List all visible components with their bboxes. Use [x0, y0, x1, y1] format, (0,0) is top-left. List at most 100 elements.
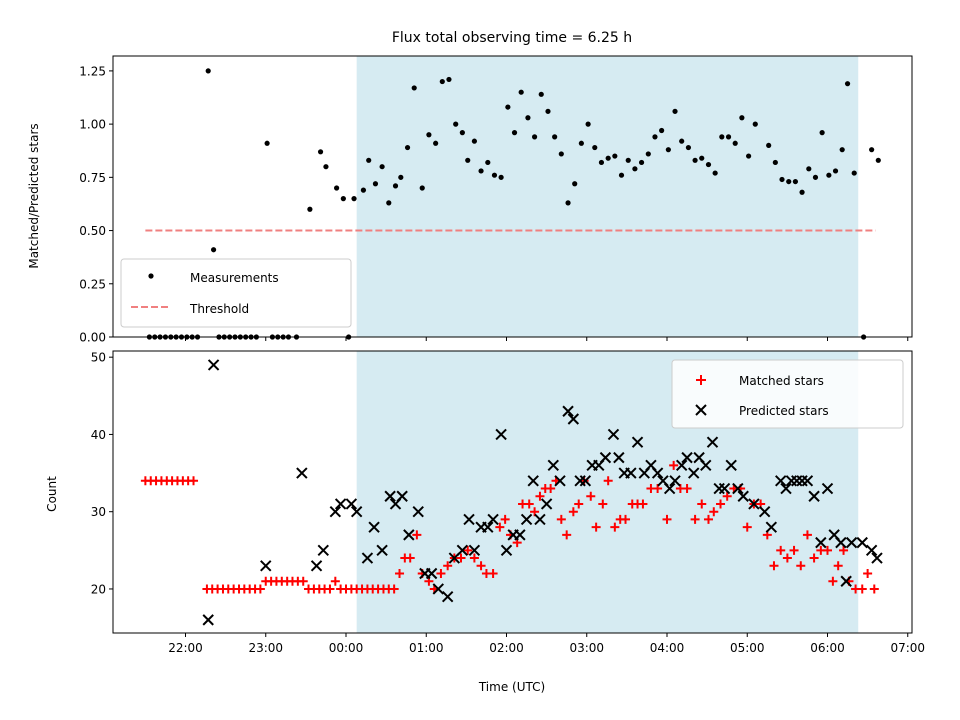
- measurement-point: [552, 134, 558, 140]
- predicted-point: [765, 521, 778, 533]
- predicted-point: [317, 544, 329, 557]
- matched-point: [405, 553, 415, 563]
- measurement-point: [404, 144, 411, 151]
- measurement-point: [360, 187, 367, 193]
- measurement-point: [752, 121, 758, 127]
- measurement-point: [605, 155, 611, 161]
- measurement-point: [652, 134, 658, 140]
- measurement-point: [625, 157, 631, 163]
- measurement-point: [323, 164, 329, 170]
- predicted-point: [368, 521, 380, 533]
- measurement-point: [210, 247, 217, 253]
- predicted-point: [412, 505, 424, 518]
- measurement-point: [491, 172, 498, 178]
- measurement-point: [471, 138, 477, 144]
- matched-point: [697, 499, 707, 509]
- predicted-point: [681, 451, 693, 464]
- matched-point: [443, 561, 453, 571]
- matched-point: [500, 514, 510, 524]
- measurement-point: [772, 159, 778, 166]
- legend-threshold-label: Threshold: [189, 302, 249, 316]
- predicted-point: [688, 467, 700, 479]
- predicted-point: [625, 467, 637, 479]
- predicted-point: [260, 560, 272, 572]
- measurement-point: [766, 142, 772, 149]
- measurement-point: [545, 108, 551, 114]
- matched-point: [598, 499, 608, 509]
- measurement-point: [340, 196, 346, 202]
- matched-point: [530, 507, 540, 517]
- predicted-point: [384, 490, 396, 502]
- y-tick-label: 20: [91, 582, 106, 596]
- bottom-axes: 20 30 40 50 22:00 23:00 00:00 01:00 02:00 03:00 04…: [91, 350, 925, 655]
- top-legend: Measurements Threshold: [120, 258, 352, 328]
- x-tick-label: 05:00: [730, 641, 765, 655]
- predicted-point: [871, 552, 883, 564]
- predicted-point: [554, 475, 566, 487]
- predicted-point: [514, 529, 526, 541]
- highlight-span: [356, 56, 859, 337]
- predicted-point: [835, 536, 847, 549]
- predicted-point: [376, 544, 388, 557]
- measurement-point: [372, 181, 379, 187]
- predicted-point: [403, 529, 415, 541]
- matched-point: [638, 499, 648, 509]
- predicted-point: [350, 505, 363, 518]
- matched-point: [682, 484, 692, 494]
- predicted-point: [845, 536, 858, 549]
- measurement-point: [205, 68, 211, 74]
- measurement-point: [478, 168, 484, 174]
- axes-frame: [112, 350, 913, 634]
- y-tick-label: 1.25: [79, 64, 106, 78]
- predicted-point: [547, 459, 559, 472]
- predicted-point: [780, 482, 792, 495]
- matched-point: [456, 553, 466, 563]
- predicted-point: [856, 536, 868, 549]
- matched-point: [823, 545, 832, 555]
- predicted-point: [669, 475, 681, 487]
- predicted-point: [725, 459, 737, 472]
- predicted-point: [432, 583, 444, 595]
- matched-point: [562, 530, 572, 540]
- measurement-point: [565, 200, 571, 206]
- measurement-point: [746, 153, 752, 159]
- measurement-point: [426, 132, 432, 138]
- predicted-point: [815, 536, 827, 549]
- matched-point: [690, 514, 700, 524]
- measurement-point: [699, 155, 705, 161]
- predicted-point: [808, 490, 820, 502]
- measurement-point: [632, 166, 638, 172]
- measurement-point: [585, 121, 591, 127]
- x-axis-label: Time (UTC): [478, 680, 545, 694]
- measurement-point: [692, 157, 698, 163]
- measurement-point: [826, 172, 832, 178]
- measurement-point: [411, 85, 417, 91]
- measurement-point: [459, 130, 465, 136]
- measurement-point: [819, 130, 825, 136]
- predicted-point: [567, 413, 580, 425]
- measurement-point: [398, 174, 404, 180]
- predicted-point: [487, 513, 499, 526]
- matched-point: [833, 561, 843, 571]
- measurement-point: [511, 130, 518, 136]
- matched-point: [325, 584, 335, 594]
- predicted-point: [821, 482, 834, 495]
- matched-point: [662, 514, 672, 524]
- measurement-point: [518, 89, 524, 95]
- measurement-point: [799, 189, 805, 195]
- measurement-point: [875, 157, 881, 163]
- measurement-point: [645, 151, 651, 157]
- y-tick-label: 0.75: [79, 171, 106, 185]
- predicted-point: [361, 552, 374, 564]
- legend-predicted-marker: [695, 404, 707, 416]
- top-y-axis-label: Matched/Predicted stars: [27, 123, 41, 268]
- matched-point: [395, 569, 405, 579]
- matched-point: [535, 491, 545, 501]
- predicted-point: [758, 505, 771, 518]
- y-tick-label: 0.25: [79, 277, 106, 291]
- matched-point: [796, 561, 806, 571]
- matched-point: [857, 584, 867, 594]
- predicted-point: [441, 590, 454, 603]
- matched-point: [716, 499, 726, 509]
- measurement-point: [453, 121, 459, 127]
